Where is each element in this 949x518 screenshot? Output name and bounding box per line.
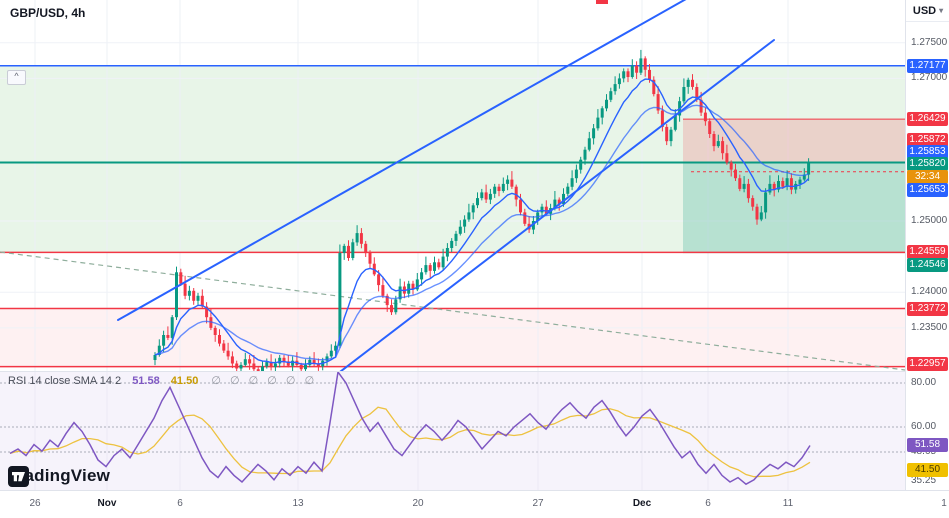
time-label: 6 — [705, 498, 711, 509]
rsi-pane[interactable] — [0, 372, 905, 490]
trend-channel-lines[interactable] — [117, 0, 775, 372]
pane-separator[interactable] — [0, 371, 949, 372]
stop-price-badge: 1.26429 — [907, 112, 948, 126]
candles — [153, 49, 811, 372]
price-label: 1.27000 — [911, 72, 948, 83]
rsi-background — [0, 372, 905, 490]
time-label: 26 — [29, 498, 41, 509]
rsi-line[interactable] — [9, 372, 811, 486]
target-price-badge: 1.24546 — [907, 258, 948, 272]
short-position-tool[interactable] — [683, 118, 905, 254]
price-label: 1.25000 — [911, 215, 948, 226]
time-label: 27 — [532, 498, 544, 509]
chevron-up-icon: ^ — [14, 71, 19, 81]
bar-countdown-badge: 32:34 — [907, 170, 948, 184]
rsi-indicator-legend[interactable]: RSI 14 close SMA 14 2 51.58 41.50 ∅ ∅ ∅ … — [8, 374, 317, 387]
symbol-legend[interactable]: GBP/USD, 4h — [10, 6, 85, 20]
currency-toggle[interactable]: USD ▾ — [906, 0, 949, 22]
rsi-empty-values: ∅ ∅ ∅ ∅ ∅ ∅ — [211, 375, 318, 387]
time-label: Dec — [632, 498, 652, 509]
level-price-badge: 1.25872 — [907, 133, 948, 147]
tradingview-logo-icon — [8, 465, 29, 487]
support-price-badge: 1.24559 — [907, 245, 948, 259]
rsi-scale-label: 35.25 — [911, 475, 937, 486]
chevron-down-icon: ▾ — [939, 6, 944, 15]
rsi-sma-line[interactable] — [9, 406, 811, 478]
rsi-sma-value: 41.50 — [170, 375, 199, 387]
tradingview-brand-text: TradingView — [8, 466, 111, 485]
rsi-value-badge: 51.58 — [907, 438, 948, 452]
rsi-scale-label: 60.00 — [911, 421, 937, 432]
last-price-badge: 1.25820 — [907, 157, 948, 171]
time-label: Nov — [97, 498, 117, 509]
support-price-badge: 1.22957 — [907, 357, 948, 371]
time-label: 6 — [177, 498, 183, 509]
price-axis[interactable]: USD ▾ 1.27500 1.27000 1.25000 1.24000 1.2350… — [905, 0, 949, 518]
currency-label: USD — [912, 4, 937, 17]
rsi-sma-badge: 41.50 — [907, 463, 948, 477]
price-pane[interactable] — [0, 0, 905, 372]
ma-price-badge: 1.25853 — [907, 145, 948, 159]
collapse-pane-button[interactable]: ^ — [7, 70, 26, 85]
support-price-badge: 1.23772 — [907, 302, 948, 316]
time-label: 1 — [941, 498, 947, 509]
time-axis[interactable]: 26 Nov 6 13 20 27 Dec 6 11 1 — [0, 490, 949, 518]
rsi-legend-title: RSI 14 close SMA 14 2 — [8, 375, 122, 387]
tradingview-watermark[interactable]: TradingView — [8, 465, 111, 487]
downtrend-dashed-line[interactable] — [0, 251, 905, 371]
resistance-price-badge: 1.27177 — [907, 59, 948, 73]
alert-marker[interactable] — [596, 0, 608, 4]
rsi-scale-label: 80.00 — [911, 377, 937, 388]
horizontal-levels[interactable] — [0, 65, 905, 368]
price-label: 1.23500 — [911, 322, 948, 333]
rsi-value: 51.58 — [132, 375, 160, 387]
time-label: 11 — [782, 498, 794, 509]
price-label: 1.27500 — [911, 37, 948, 48]
time-label: 20 — [412, 498, 424, 509]
time-label: 13 — [292, 498, 304, 509]
price-label: 1.24000 — [911, 286, 948, 297]
ma-lines[interactable] — [154, 78, 810, 365]
ma-price-badge: 1.25653 — [907, 183, 948, 197]
symbol-title: GBP/USD, 4h — [10, 6, 86, 20]
grid — [0, 0, 905, 372]
